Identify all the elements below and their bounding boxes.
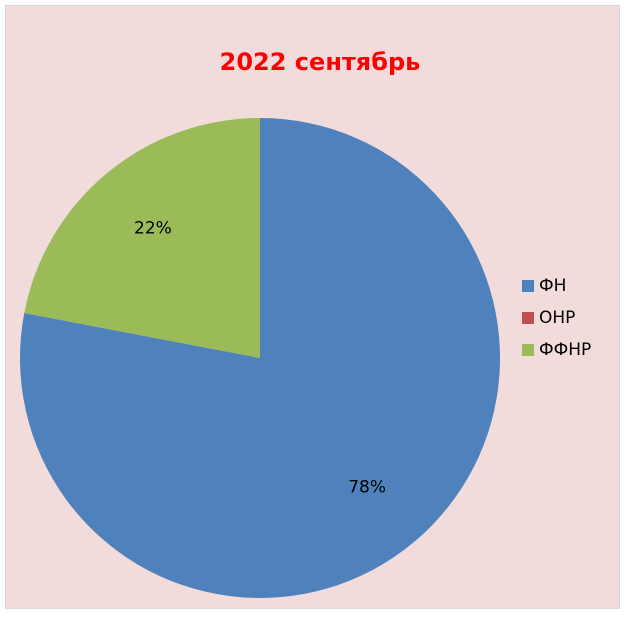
legend-swatch	[522, 312, 534, 324]
pie-slice	[24, 118, 260, 358]
legend-label: ФФНР	[539, 340, 591, 360]
legend-swatch	[522, 344, 534, 356]
legend-label: ФН	[539, 276, 566, 296]
data-label: 22%	[134, 219, 172, 239]
chart-title: 2022 сентябрь	[220, 48, 421, 76]
legend-label: ОНР	[539, 308, 575, 328]
legend-swatch	[522, 280, 534, 292]
data-label: 78%	[348, 477, 386, 497]
